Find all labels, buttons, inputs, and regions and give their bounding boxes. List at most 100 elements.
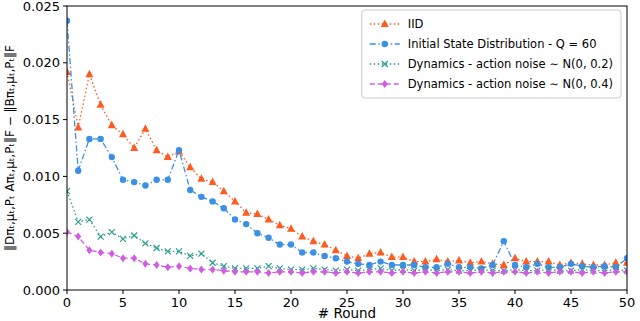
legend-marker — [381, 20, 389, 28]
marker — [120, 254, 126, 262]
marker — [512, 268, 518, 276]
marker — [568, 268, 574, 276]
marker — [209, 178, 217, 186]
marker — [97, 136, 103, 142]
marker — [579, 269, 585, 277]
marker — [198, 251, 204, 257]
x-tick-label: 20 — [283, 295, 300, 310]
series-line — [67, 191, 627, 271]
legend-marker — [382, 61, 388, 67]
y-tick — [63, 62, 67, 63]
marker — [377, 258, 383, 264]
y-tick-label: 0.010 — [23, 169, 60, 184]
marker — [534, 268, 540, 276]
marker — [164, 153, 172, 161]
marker — [187, 264, 193, 272]
marker — [186, 163, 194, 171]
y-tick-label: 0.025 — [23, 0, 60, 14]
marker — [165, 248, 171, 254]
marker — [253, 209, 261, 217]
plot-area — [67, 18, 627, 277]
x-tick — [179, 290, 180, 294]
marker — [522, 257, 530, 265]
x-tick-label: 30 — [395, 295, 412, 310]
x-tick — [627, 290, 628, 294]
marker — [109, 154, 115, 160]
marker — [176, 248, 182, 254]
marker — [355, 269, 361, 277]
marker — [309, 237, 317, 245]
marker — [288, 268, 294, 276]
marker — [322, 268, 328, 276]
marker — [97, 100, 105, 108]
marker — [523, 269, 529, 277]
marker — [86, 246, 92, 254]
marker — [266, 269, 272, 277]
marker — [546, 269, 552, 277]
marker — [377, 248, 385, 256]
series-line — [67, 72, 627, 265]
y-tick-label: 0.015 — [23, 112, 60, 127]
marker — [500, 261, 508, 269]
marker — [210, 260, 216, 266]
marker — [455, 256, 463, 263]
marker — [231, 197, 239, 205]
y-tick-label: 0.005 — [23, 226, 60, 241]
marker — [411, 269, 417, 277]
marker — [220, 187, 228, 195]
marker — [153, 177, 159, 183]
marker — [109, 229, 115, 235]
legend-label: IID — [408, 17, 424, 31]
marker — [477, 257, 485, 265]
x-tick — [347, 290, 348, 294]
x-tick-label: 45 — [563, 295, 580, 310]
marker — [86, 136, 92, 142]
series-line — [67, 232, 627, 273]
marker — [130, 144, 138, 152]
marker — [321, 240, 329, 248]
marker — [154, 261, 160, 269]
marker — [153, 146, 161, 154]
marker — [590, 268, 596, 276]
marker — [75, 233, 81, 241]
x-axis-label: # Round — [318, 305, 376, 321]
marker — [310, 268, 316, 276]
x-tick-label: 35 — [451, 295, 468, 310]
marker — [366, 268, 372, 276]
marker — [288, 241, 294, 247]
marker — [232, 268, 238, 276]
marker — [243, 268, 249, 276]
marker — [534, 261, 540, 267]
marker — [120, 236, 126, 242]
marker — [365, 249, 373, 257]
marker — [277, 268, 283, 276]
marker — [209, 198, 215, 204]
marker — [456, 268, 462, 276]
y-tick-label: 0.000 — [23, 283, 60, 298]
marker — [299, 269, 305, 277]
marker — [276, 221, 284, 229]
marker — [545, 257, 553, 265]
series-line — [67, 21, 627, 269]
marker — [98, 234, 104, 240]
marker — [400, 268, 406, 276]
legend-label: Initial State Distribution - Q = 60 — [408, 37, 597, 51]
y-tick — [63, 119, 67, 120]
marker — [187, 253, 193, 259]
x-tick — [571, 290, 572, 294]
y-tick-label: 0.020 — [23, 55, 60, 70]
marker — [467, 269, 473, 277]
marker — [378, 268, 384, 276]
marker — [557, 268, 563, 276]
marker — [175, 147, 183, 155]
marker — [490, 269, 496, 277]
marker — [422, 268, 428, 276]
marker — [389, 269, 395, 277]
marker — [232, 216, 238, 222]
marker — [399, 253, 407, 261]
marker — [86, 217, 92, 223]
marker — [109, 250, 115, 258]
x-tick-label: 5 — [119, 295, 127, 310]
marker — [343, 251, 351, 259]
x-tick-label: 0 — [63, 295, 71, 310]
